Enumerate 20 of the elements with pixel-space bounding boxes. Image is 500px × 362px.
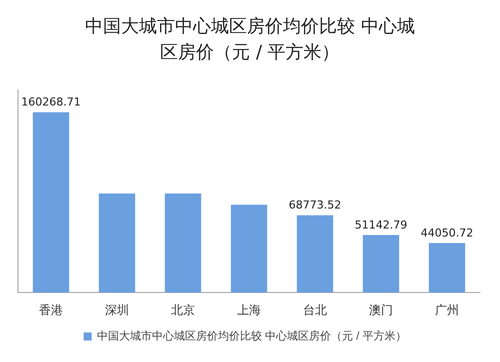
x-tick-label: 广州 — [435, 303, 459, 318]
legend-label: 中国大城市中心城区房价均价比较 中心城区房价（元 / 平方米） — [97, 330, 406, 343]
chart-title: 中国大城市中心城区房价均价比较 中心城区房价（元 / 平方米） — [85, 15, 415, 65]
data-label: 51142.79 — [354, 218, 408, 232]
data-label: 160268.71 — [21, 96, 81, 109]
data-label: 68773.52 — [288, 198, 342, 212]
bar — [32, 112, 70, 293]
x-tick-label: 台北 — [303, 303, 327, 318]
bar — [362, 235, 400, 293]
data-label: 44050.72 — [420, 226, 474, 240]
bar — [98, 194, 136, 293]
x-tick-label: 深圳 — [105, 303, 129, 318]
x-tick-label: 香港 — [39, 303, 63, 318]
bar — [230, 204, 268, 293]
bar — [164, 194, 202, 293]
x-tick-label: 澳门 — [369, 303, 393, 318]
x-tick-label: 上海 — [237, 303, 261, 318]
bar — [428, 243, 466, 293]
x-tick-label: 北京 — [171, 303, 195, 318]
bar — [296, 215, 334, 293]
